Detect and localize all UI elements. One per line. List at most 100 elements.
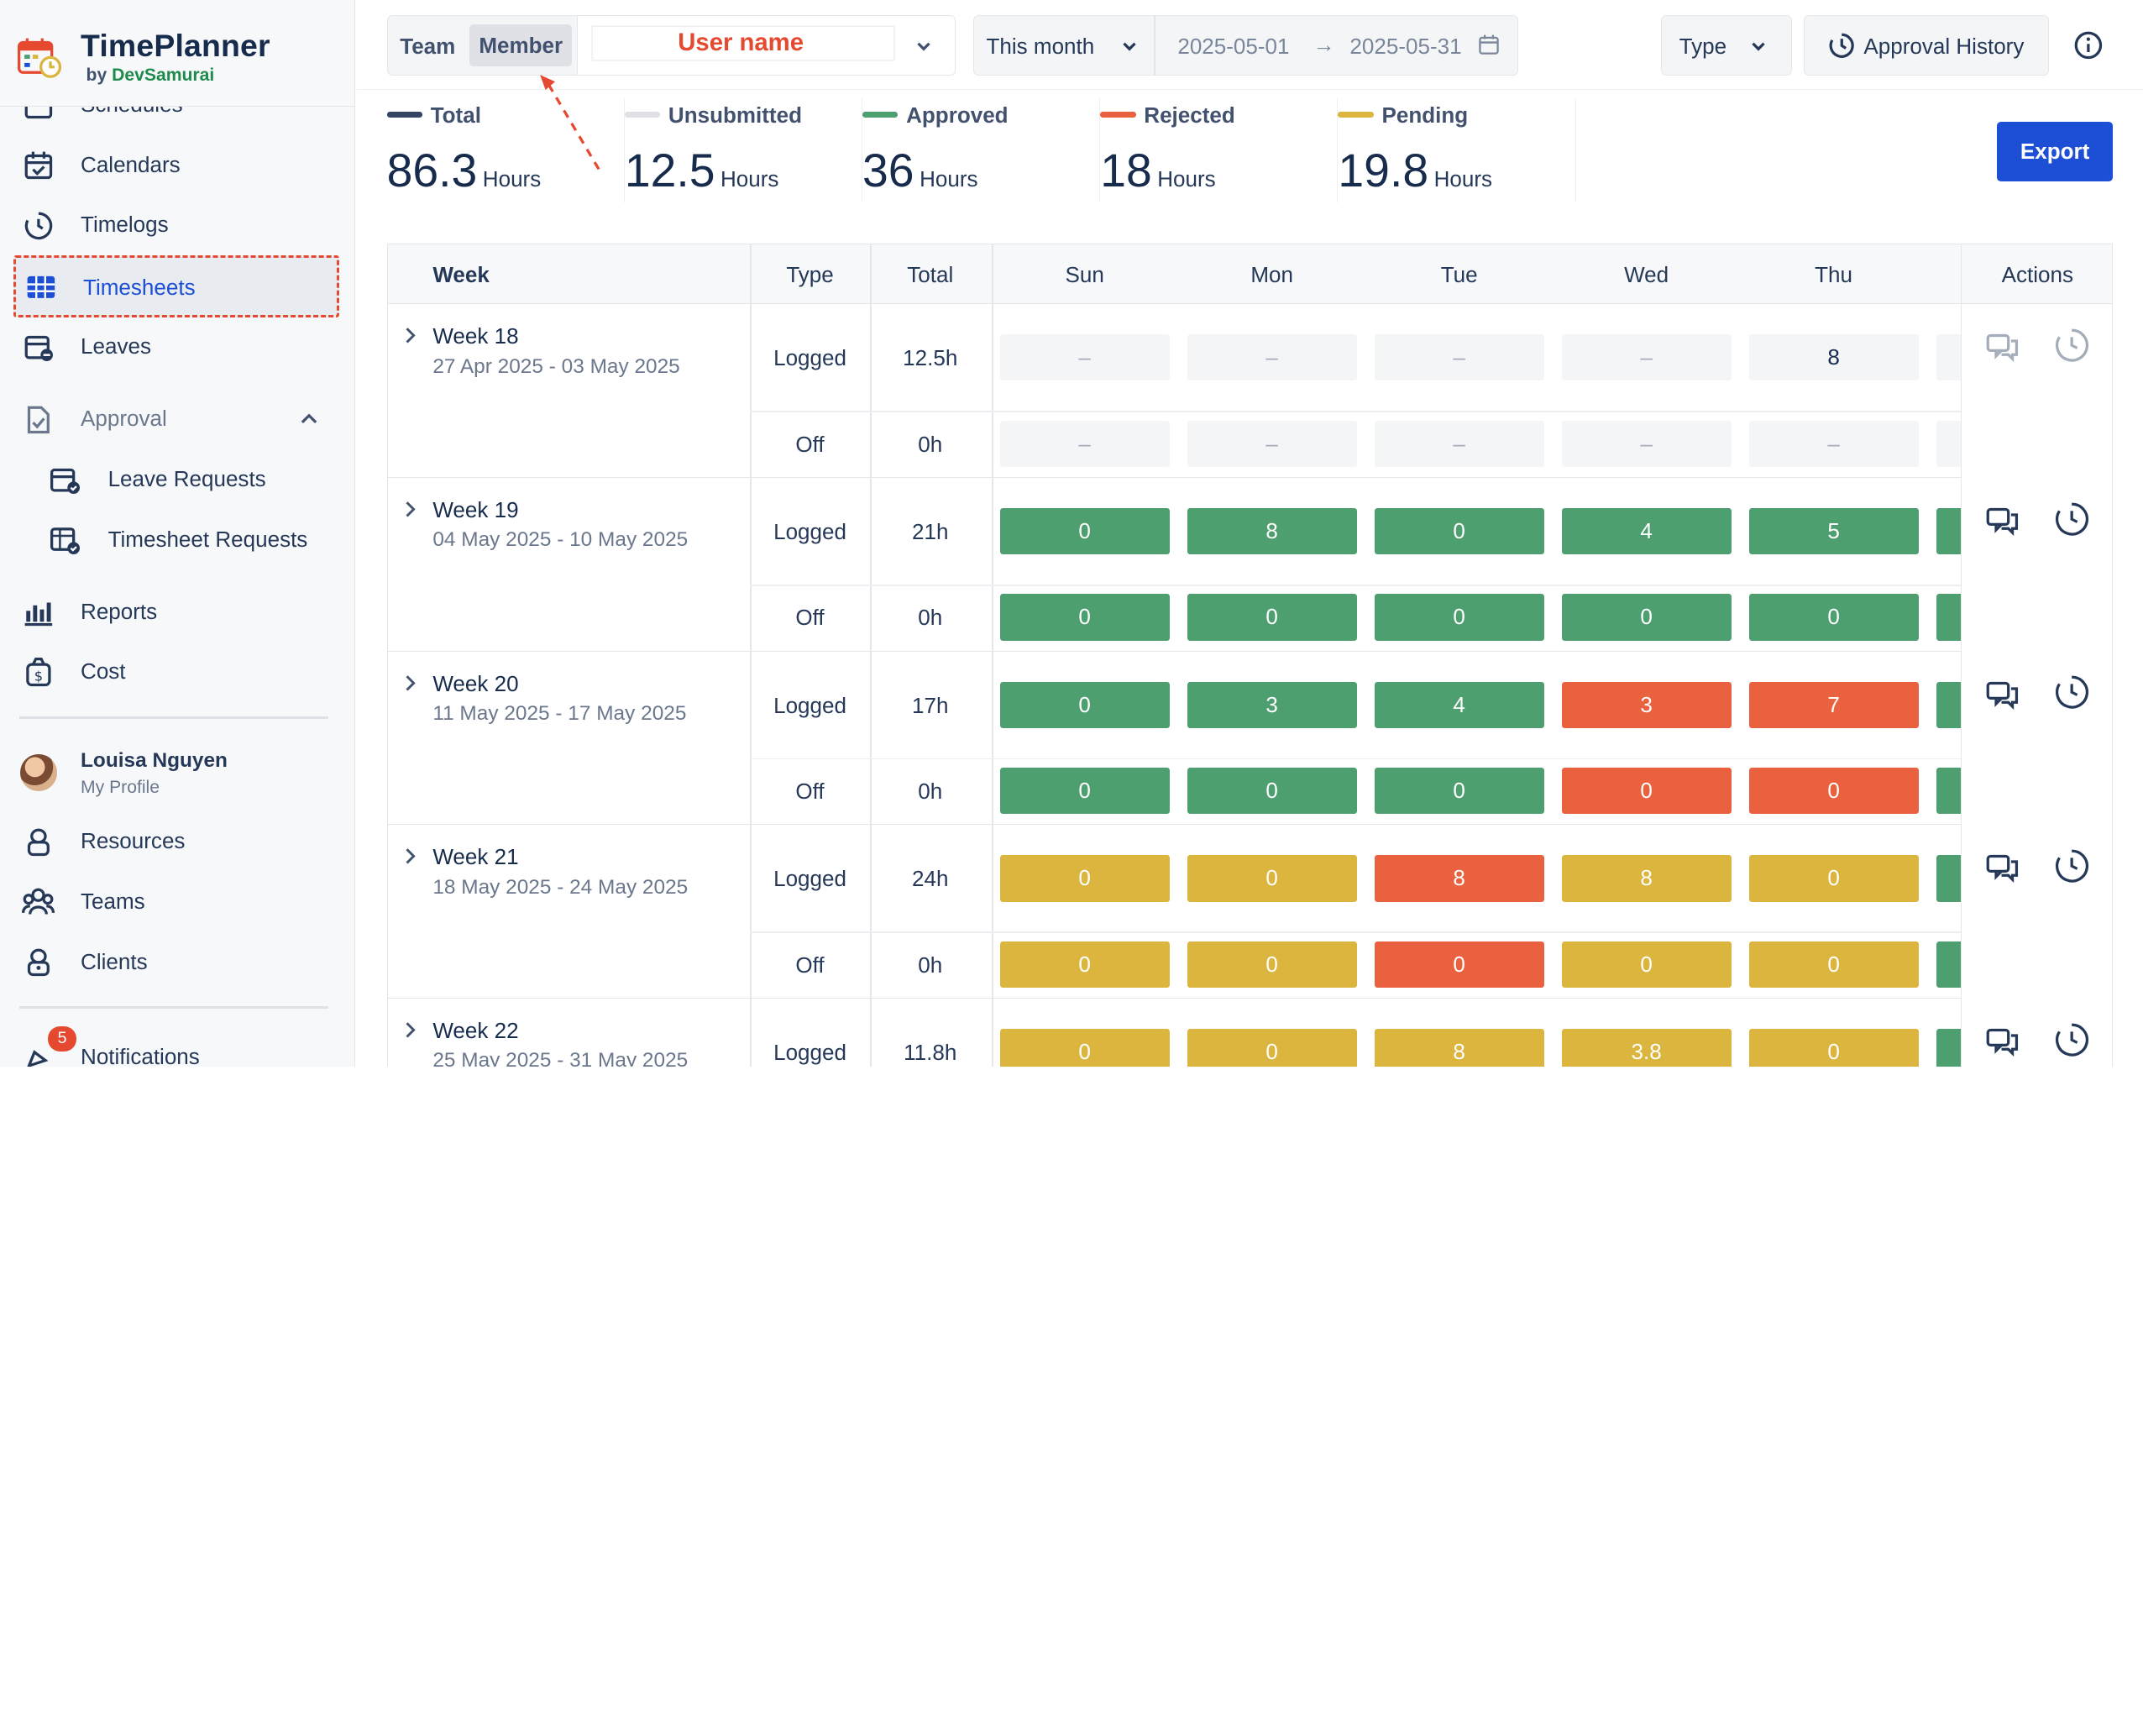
- history-clock-icon[interactable]: [2054, 328, 2089, 363]
- sidebar-item-leave-requests[interactable]: Leave Requests: [13, 451, 338, 506]
- day-cell[interactable]: 0: [999, 507, 1170, 555]
- calendar-minus-icon: [22, 331, 55, 364]
- sidebar-item-calendars[interactable]: Calendars: [13, 137, 338, 191]
- user-select[interactable]: User name: [578, 14, 956, 76]
- comment-icon[interactable]: [1985, 678, 2020, 713]
- day-cell[interactable]: 0: [1561, 941, 1732, 989]
- profile-name[interactable]: Louisa Nguyen: [81, 748, 228, 772]
- row-total: 17h: [912, 692, 949, 718]
- sidebar-item-timelogs[interactable]: Timelogs: [13, 197, 338, 251]
- day-cell[interactable]: –: [999, 420, 1170, 467]
- sidebar-item-timesheet-requests[interactable]: Timesheet Requests: [13, 511, 338, 566]
- day-cell[interactable]: 4: [1561, 507, 1732, 555]
- history-clock-icon[interactable]: [2054, 1022, 2089, 1057]
- day-cell[interactable]: –: [1374, 334, 1544, 381]
- export-button[interactable]: Export: [1996, 121, 2114, 182]
- day-cell[interactable]: –: [1187, 334, 1357, 381]
- day-cell[interactable]: 3: [1187, 681, 1357, 728]
- day-cell[interactable]: 0: [1187, 1028, 1357, 1067]
- day-cell[interactable]: 0: [1748, 768, 1919, 815]
- day-cell[interactable]: 0: [1561, 594, 1732, 641]
- day-cell[interactable]: 0: [1374, 768, 1544, 815]
- week-title: Week 20: [432, 670, 519, 696]
- day-cell[interactable]: –: [1187, 420, 1357, 467]
- day-cell[interactable]: 0: [1187, 768, 1357, 815]
- app-logo-icon: [18, 38, 62, 78]
- day-cell[interactable]: 0: [1374, 594, 1544, 641]
- team-toggle[interactable]: Team: [400, 34, 456, 60]
- day-cell[interactable]: 7: [1748, 681, 1919, 728]
- day-cell[interactable]: 0: [999, 681, 1170, 728]
- day-cell[interactable]: 0: [1748, 855, 1919, 902]
- day-cell[interactable]: 0: [1187, 941, 1357, 989]
- day-cell[interactable]: 0: [1187, 594, 1357, 641]
- day-cell[interactable]: 0: [1187, 855, 1357, 902]
- comment-icon[interactable]: [1985, 851, 2020, 886]
- week-range: 27 Apr 2025 - 03 May 2025: [432, 354, 680, 378]
- day-cell[interactable]: 8: [1561, 855, 1732, 902]
- chevron-right-icon[interactable]: [401, 847, 418, 866]
- date-range-picker[interactable]: 2025-05-01 → 2025-05-31: [1155, 14, 1519, 76]
- comment-icon[interactable]: [1985, 1025, 2020, 1060]
- week-range: 25 May 2025 - 31 May 2025: [432, 1049, 689, 1067]
- comment-icon[interactable]: [1985, 330, 2020, 365]
- chevron-right-icon[interactable]: [401, 674, 418, 693]
- row-type: Off: [795, 779, 825, 805]
- sidebar-item-approval[interactable]: Approval: [13, 391, 338, 445]
- day-cell[interactable]: 8: [1374, 1028, 1544, 1067]
- day-cell[interactable]: 0: [999, 855, 1170, 902]
- stat-number: 19.8: [1338, 144, 1429, 197]
- day-cell[interactable]: 8: [1374, 855, 1544, 902]
- day-cell[interactable]: 8: [1187, 507, 1357, 555]
- chevron-down-icon: [917, 42, 930, 51]
- table-row: Week 20 11 May 2025 - 17 May 2025 Logged 17…: [387, 652, 2113, 826]
- day-cell[interactable]: 8: [1748, 334, 1919, 381]
- stat-color-bar: [862, 112, 899, 118]
- chevron-right-icon[interactable]: [401, 1020, 418, 1040]
- day-cell[interactable]: 0: [999, 768, 1170, 815]
- sidebar-item-cost[interactable]: $ Cost: [13, 644, 338, 699]
- sidebar-item-clients[interactable]: Clients: [13, 934, 338, 989]
- day-cell[interactable]: 0: [999, 594, 1170, 641]
- type-filter[interactable]: Type: [1660, 14, 1792, 76]
- day-cell[interactable]: 0: [999, 941, 1170, 989]
- day-cell[interactable]: 0: [999, 1028, 1170, 1067]
- history-clock-icon[interactable]: [2054, 674, 2089, 710]
- day-cell[interactable]: 5: [1748, 507, 1919, 555]
- history-clock-icon[interactable]: [2054, 501, 2089, 537]
- day-cell[interactable]: 0: [1374, 941, 1544, 989]
- member-toggle[interactable]: Member: [469, 24, 573, 67]
- day-cell[interactable]: –: [1748, 420, 1919, 467]
- sidebar-item-teams[interactable]: Teams: [13, 873, 338, 928]
- comment-icon[interactable]: [1985, 504, 2020, 539]
- info-icon[interactable]: [2073, 30, 2104, 60]
- sidebar-item-leaves[interactable]: Leaves: [13, 318, 338, 373]
- cost-icon: $: [22, 656, 55, 689]
- day-cell[interactable]: –: [999, 334, 1170, 381]
- sidebar-item-timesheets[interactable]: Timesheets: [13, 255, 339, 317]
- day-cell[interactable]: 0: [1748, 1028, 1919, 1067]
- day-cell[interactable]: 3.8: [1561, 1028, 1732, 1067]
- history-clock-icon[interactable]: [2054, 848, 2089, 884]
- day-cell[interactable]: 0: [1374, 507, 1544, 555]
- sidebar-divider: [18, 1005, 328, 1010]
- day-cell[interactable]: 0: [1561, 768, 1732, 815]
- day-cell[interactable]: –: [1561, 420, 1732, 467]
- chevron-up-icon[interactable]: [298, 407, 320, 429]
- approval-history-button[interactable]: Approval History: [1804, 14, 2049, 76]
- sidebar-item-reports[interactable]: Reports: [13, 584, 338, 638]
- day-cell[interactable]: 0: [1748, 941, 1919, 989]
- day-cell[interactable]: –: [1374, 420, 1544, 467]
- day-cell[interactable]: 0: [1748, 594, 1919, 641]
- chevron-right-icon[interactable]: [401, 326, 418, 345]
- day-cell[interactable]: 3: [1561, 681, 1732, 728]
- chevron-right-icon[interactable]: [401, 500, 418, 519]
- period-select[interactable]: This month: [972, 14, 1155, 76]
- day-cell[interactable]: –: [1561, 334, 1732, 381]
- sidebar-item-notifications[interactable]: Notifications: [13, 1026, 338, 1067]
- sidebar-item-label: Notifications: [81, 1044, 200, 1067]
- sidebar-item-resources[interactable]: Resources: [13, 813, 338, 868]
- profile-link[interactable]: My Profile: [81, 778, 160, 798]
- avatar[interactable]: [20, 754, 58, 792]
- day-cell[interactable]: 4: [1374, 681, 1544, 728]
